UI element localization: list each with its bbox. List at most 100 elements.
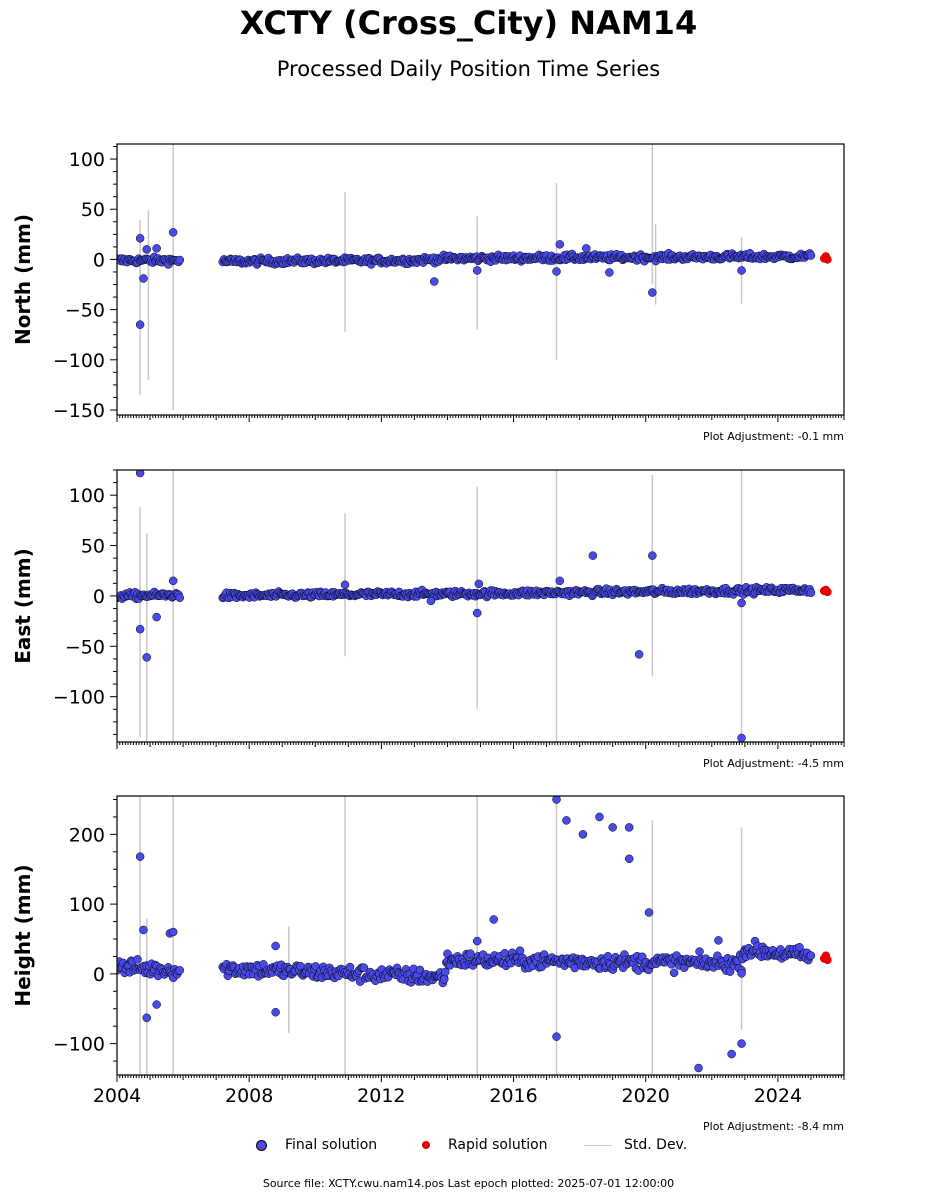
chart-title: XCTY (Cross_City) NAM14 — [239, 4, 698, 42]
legend-final-label: Final solution — [285, 1137, 378, 1153]
rapid-marker-icon — [422, 1141, 430, 1149]
final-point — [555, 576, 565, 586]
final-point — [595, 812, 604, 822]
final-point — [429, 277, 439, 286]
final-point — [135, 320, 145, 329]
panel-1: 100 50 0 −50 −100 −150 North (mm) Plot Adjustme… — [11, 143, 845, 443]
x-tick-label: 2020 — [622, 1085, 670, 1107]
final-point — [135, 234, 145, 243]
final-point — [439, 975, 449, 984]
final-point — [175, 966, 185, 975]
std-line-icon — [584, 1144, 612, 1146]
final-point — [694, 1063, 703, 1073]
final-point — [474, 579, 484, 589]
final-point — [472, 936, 482, 946]
y-tick-label: 0 — [93, 249, 105, 271]
y-tick-label: 100 — [69, 894, 105, 916]
final-point — [466, 949, 475, 958]
final-point — [168, 228, 178, 237]
final-point — [515, 946, 525, 955]
final-point — [152, 612, 161, 622]
plot-frame — [116, 795, 845, 1076]
final-point — [634, 650, 644, 659]
plot-area — [117, 470, 832, 742]
final-solution-points — [117, 470, 816, 742]
panel-2: 100 50 0 −50 −100 East (mm) Plot Adjustment: -… — [11, 469, 845, 770]
y-tick-label: −50 — [65, 300, 105, 322]
final-point — [441, 967, 450, 977]
rapid-point — [823, 955, 832, 965]
final-point — [695, 947, 704, 956]
y-tick-label: 100 — [69, 485, 105, 507]
final-point — [669, 968, 679, 978]
x-tick-label: 2024 — [754, 1085, 802, 1107]
x-tick-label: 2016 — [489, 1085, 537, 1107]
rapid-point — [823, 587, 832, 597]
final-point — [806, 588, 816, 597]
y-axis-label: North (mm) — [11, 214, 35, 345]
final-point — [152, 244, 161, 253]
final-point — [737, 1039, 746, 1048]
final-point — [714, 936, 723, 945]
final-point — [135, 852, 145, 861]
legend-std-label: Std. Dev. — [624, 1137, 688, 1153]
final-point — [139, 274, 148, 283]
final-point — [588, 551, 598, 560]
final-point — [271, 941, 280, 951]
final-point — [624, 823, 634, 832]
final-solution-points — [117, 228, 816, 329]
y-tick-label: 200 — [69, 824, 105, 846]
final-point — [605, 268, 614, 277]
y-tick-label: 100 — [69, 149, 105, 171]
final-point — [581, 244, 591, 253]
final-point — [555, 240, 565, 249]
final-marker-icon — [256, 1139, 267, 1151]
plot-adjustment-note: Plot Adjustment: -0.1 mm — [703, 430, 844, 443]
y-tick-label: −100 — [53, 350, 105, 372]
final-point — [552, 796, 561, 804]
final-point — [135, 624, 145, 634]
final-point — [359, 963, 369, 972]
final-point — [135, 470, 145, 478]
legend: Final solution Rapid solution Std. Dev. — [250, 1137, 710, 1157]
final-point — [133, 955, 142, 964]
final-point — [142, 1013, 151, 1023]
final-point — [472, 608, 482, 618]
plot-frame — [116, 143, 845, 416]
final-point — [725, 967, 735, 976]
y-tick-label: 0 — [93, 964, 105, 986]
final-point — [552, 1032, 561, 1041]
final-point — [296, 961, 305, 971]
final-point — [489, 915, 498, 924]
final-point — [806, 951, 816, 960]
plot-frame — [116, 469, 845, 743]
final-point — [608, 823, 617, 832]
final-point — [624, 854, 634, 864]
chart-subtitle: Processed Daily Position Time Series — [276, 57, 661, 81]
y-tick-label: 50 — [81, 199, 105, 221]
y-tick-label: −100 — [53, 687, 105, 709]
x-tick-label: 2012 — [357, 1085, 405, 1107]
final-point — [562, 816, 571, 825]
legend-final: Final solution — [256, 1137, 377, 1153]
final-point — [806, 251, 816, 260]
rapid-point — [823, 255, 832, 264]
y-tick-label: 0 — [93, 586, 105, 608]
source-footer: Source file: XCTY.cwu.nam14.pos Last epo… — [262, 1177, 675, 1190]
plot-area — [117, 144, 832, 410]
plot-adjustment-note: Plot Adjustment: -4.5 mm — [703, 757, 844, 770]
final-point — [168, 576, 178, 586]
y-axis-label: East (mm) — [11, 548, 35, 664]
final-point — [175, 255, 185, 265]
final-solution-points — [117, 796, 816, 1073]
final-point — [142, 653, 151, 662]
final-point — [259, 960, 268, 969]
final-point — [644, 908, 654, 917]
final-point — [795, 943, 804, 952]
final-point — [552, 267, 561, 276]
legend-std: Std. Dev. — [584, 1137, 687, 1153]
final-point — [426, 596, 436, 606]
final-point — [345, 962, 355, 972]
final-point — [175, 593, 185, 602]
